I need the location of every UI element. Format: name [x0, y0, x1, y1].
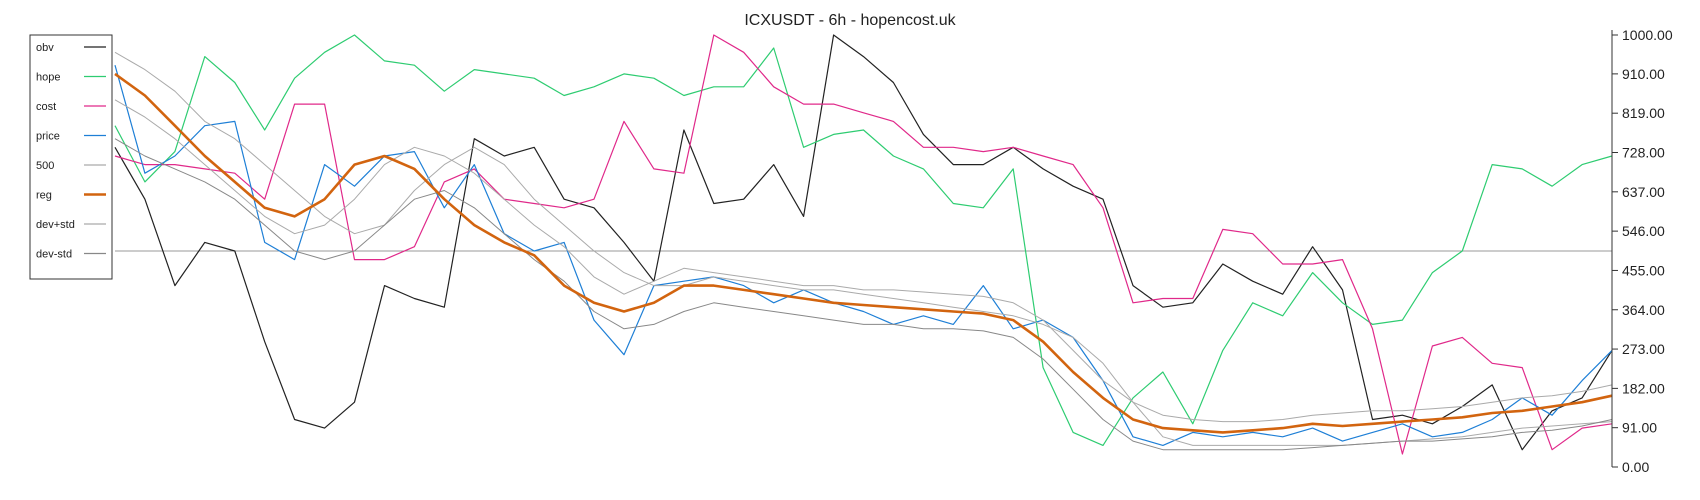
series-line-hope: [114, 34, 1613, 446]
series-line-obv: [114, 34, 1613, 451]
y-tick-label: 728.00: [1622, 145, 1665, 161]
series-line-dev-std: [114, 138, 1613, 451]
y-tick-label: 182.00: [1622, 380, 1665, 396]
y-axis: 0.00 91.00 182.00 273.00 364.00 455.00 546.00 6…: [1611, 27, 1673, 475]
y-tick-label: 455.00: [1622, 262, 1665, 278]
legend-label: dev-std: [36, 249, 72, 261]
legend-label: cost: [36, 101, 56, 113]
series-line-reg: [114, 72, 1613, 434]
y-tick-label: 91.00: [1622, 420, 1657, 436]
y-tick-label: 910.00: [1622, 66, 1665, 82]
legend-label: price: [36, 131, 60, 143]
chart-title: ICXUSDT - 6h - hopencost.uk: [744, 12, 956, 29]
plot-area: [114, 34, 1613, 455]
y-tick-label: 0.00: [1622, 459, 1649, 475]
series-line-price: [114, 65, 1613, 446]
legend-label: hope: [36, 72, 60, 84]
legend-box: [29, 34, 113, 280]
legend-label: 500: [36, 160, 54, 172]
y-tick-label: 546.00: [1622, 223, 1665, 239]
series-line-dev-std: [114, 99, 1613, 423]
y-tick-label: 819.00: [1622, 105, 1665, 121]
legend: obv hope cost price 500 reg dev+std dev-std: [29, 34, 113, 280]
series-line-cost: [114, 34, 1613, 455]
series-line-500: [114, 51, 1613, 446]
y-tick-label: 273.00: [1622, 341, 1665, 357]
y-tick-label: 1000.00: [1622, 27, 1673, 43]
legend-label: reg: [36, 190, 52, 202]
y-tick-label: 637.00: [1622, 184, 1665, 200]
legend-label: dev+std: [36, 219, 75, 231]
y-tick-label: 364.00: [1622, 302, 1665, 318]
legend-label: obv: [36, 42, 54, 54]
